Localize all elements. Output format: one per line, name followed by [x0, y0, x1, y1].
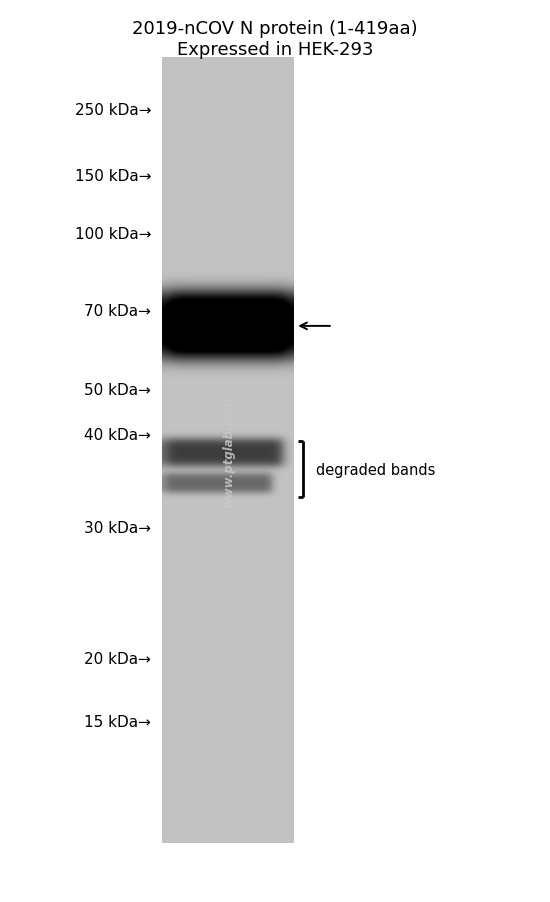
Text: 150 kDa→: 150 kDa→: [75, 169, 151, 183]
Text: www.ptglab.com: www.ptglab.com: [222, 396, 235, 506]
Text: 250 kDa→: 250 kDa→: [75, 103, 151, 117]
Text: 2019-nCOV N protein (1-419aa)
Expressed in HEK-293: 2019-nCOV N protein (1-419aa) Expressed …: [132, 20, 418, 59]
Text: 20 kDa→: 20 kDa→: [84, 651, 151, 666]
Text: degraded bands: degraded bands: [316, 463, 436, 477]
Text: 50 kDa→: 50 kDa→: [84, 383, 151, 398]
Text: 40 kDa→: 40 kDa→: [84, 428, 151, 442]
Text: 70 kDa→: 70 kDa→: [84, 304, 151, 318]
Text: 100 kDa→: 100 kDa→: [75, 227, 151, 242]
Text: 15 kDa→: 15 kDa→: [84, 714, 151, 729]
Text: 30 kDa→: 30 kDa→: [84, 520, 151, 535]
